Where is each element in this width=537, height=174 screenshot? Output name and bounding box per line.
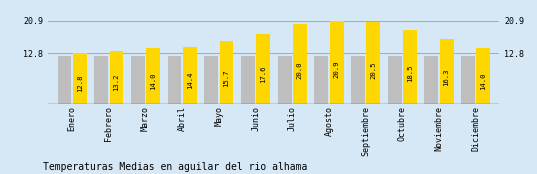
Bar [351, 56, 365, 104]
Bar [57, 56, 71, 104]
Bar [314, 56, 328, 104]
Bar [388, 56, 402, 104]
Bar [366, 22, 380, 104]
Text: 17.6: 17.6 [260, 66, 266, 84]
Bar [131, 56, 145, 104]
Bar [94, 56, 108, 104]
Bar [73, 53, 87, 104]
Bar [146, 48, 160, 104]
Text: 16.3: 16.3 [444, 68, 449, 86]
Text: 15.7: 15.7 [223, 69, 229, 87]
Bar [476, 48, 490, 104]
Text: 20.9: 20.9 [333, 60, 339, 78]
Text: 20.5: 20.5 [370, 61, 376, 79]
Text: 14.4: 14.4 [187, 71, 193, 89]
Bar [403, 30, 417, 104]
Bar [204, 56, 218, 104]
Bar [278, 56, 292, 104]
Text: 20.0: 20.0 [297, 62, 303, 80]
Bar [461, 56, 475, 104]
Text: 14.0: 14.0 [150, 72, 156, 90]
Text: 12.8: 12.8 [77, 74, 83, 92]
Bar [110, 52, 124, 104]
Bar [183, 47, 197, 104]
Bar [330, 21, 344, 104]
Bar [256, 34, 270, 104]
Text: Temperaturas Medias en aguilar del rio alhama: Temperaturas Medias en aguilar del rio a… [43, 162, 307, 172]
Bar [168, 56, 182, 104]
Bar [424, 56, 438, 104]
Text: 14.0: 14.0 [480, 72, 486, 90]
Text: 13.2: 13.2 [113, 73, 120, 91]
Bar [293, 24, 307, 104]
Bar [220, 41, 234, 104]
Bar [440, 39, 454, 104]
Text: 18.5: 18.5 [407, 65, 413, 82]
Bar [241, 56, 255, 104]
